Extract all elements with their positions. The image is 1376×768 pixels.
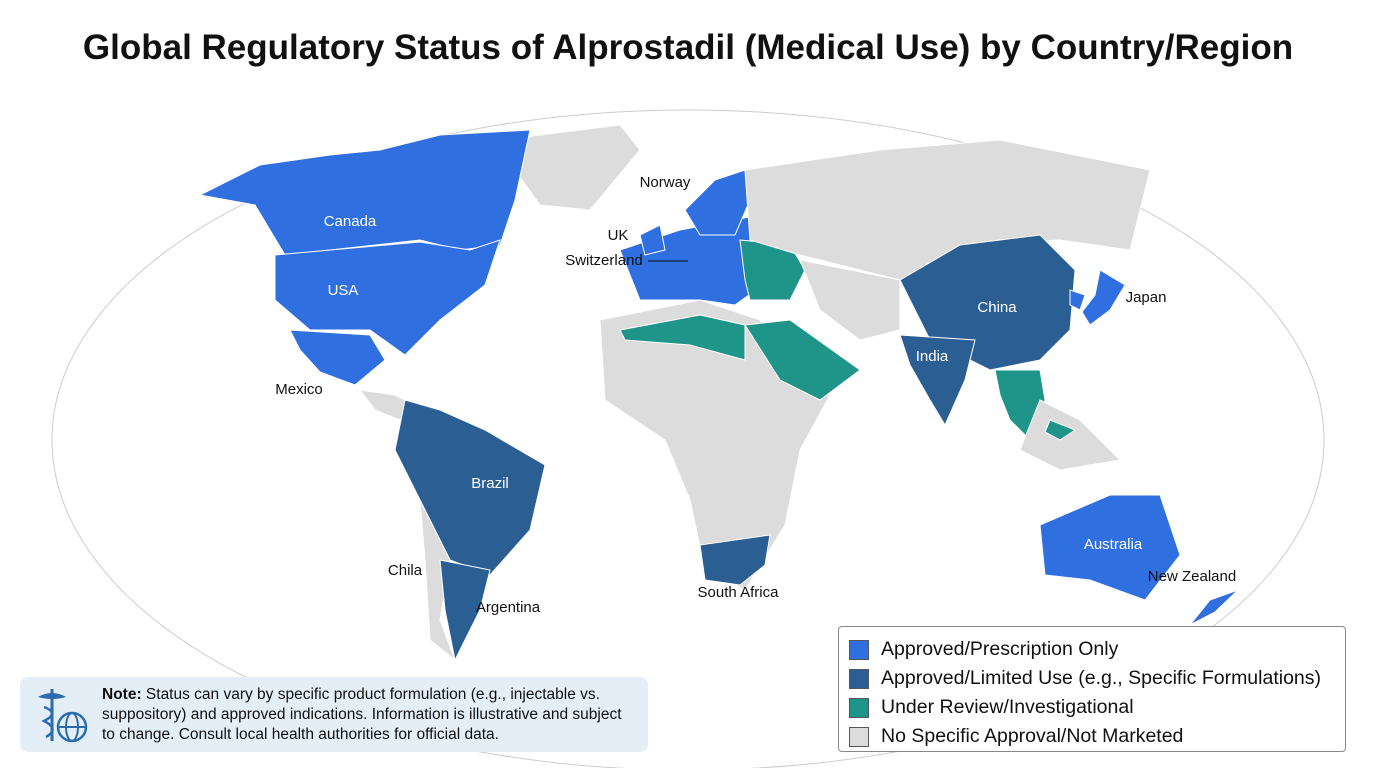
legend-swatch (849, 726, 869, 747)
region (744, 319, 861, 401)
region (274, 239, 501, 356)
map-title: Global Regulatory Status of Alprostadil … (82, 28, 1294, 67)
note-text: Status can vary by specific product form… (102, 686, 622, 743)
region (699, 534, 771, 586)
region (1081, 269, 1126, 326)
country-label: Switzerland (565, 252, 643, 269)
region (799, 259, 901, 341)
country-label: USA (328, 282, 359, 299)
region (439, 559, 491, 662)
region (289, 329, 386, 386)
region (1069, 289, 1086, 311)
legend: Approved/Prescription Only Approved/Limit… (838, 626, 1346, 752)
note-icon (38, 689, 88, 743)
country-label: Norway (640, 174, 691, 191)
map-outline (51, 109, 1325, 768)
country-label: UK (608, 227, 629, 244)
legend-label: No Specific Approval/Not Marketed (881, 725, 1184, 747)
country-label: South Africa (698, 584, 780, 601)
country-label: Australia (1084, 536, 1143, 553)
country-label: Canada (324, 213, 377, 230)
legend-item: Under Review/Investigational (849, 693, 1335, 722)
region (1044, 419, 1077, 441)
country-label: Argentina (476, 599, 541, 616)
country-label: Japan (1126, 289, 1167, 306)
legend-item: No Specific Approval/Not Marketed (849, 722, 1335, 751)
region (639, 224, 666, 256)
legend-swatch (849, 668, 869, 689)
legend-swatch (849, 639, 869, 660)
region (1189, 589, 1239, 626)
region (394, 399, 546, 576)
region (198, 129, 531, 256)
country-label: Chila (388, 562, 423, 579)
region (744, 139, 1151, 281)
legend-item: Approved/Prescription Only (849, 635, 1335, 664)
region (1019, 399, 1122, 471)
legend-label: Approved/Prescription Only (881, 638, 1119, 660)
country-label: New Zealand (1148, 568, 1236, 585)
country-label: Mexico (275, 381, 323, 398)
country-label: Brazil (471, 475, 509, 492)
legend-swatch (849, 697, 869, 718)
legend-label: Approved/Limited Use (e.g., Specific For… (881, 667, 1322, 689)
region (899, 334, 976, 427)
region (1039, 494, 1181, 601)
note-box: Note: Status can vary by specific produc… (20, 677, 648, 752)
legend-label: Under Review/Investigational (881, 696, 1134, 718)
legend-item: Approved/Limited Use (e.g., Specific For… (849, 664, 1335, 693)
region (619, 314, 746, 361)
country-label: China (977, 299, 1017, 316)
note-heading: Note: (102, 686, 142, 703)
country-label: India (916, 348, 949, 365)
